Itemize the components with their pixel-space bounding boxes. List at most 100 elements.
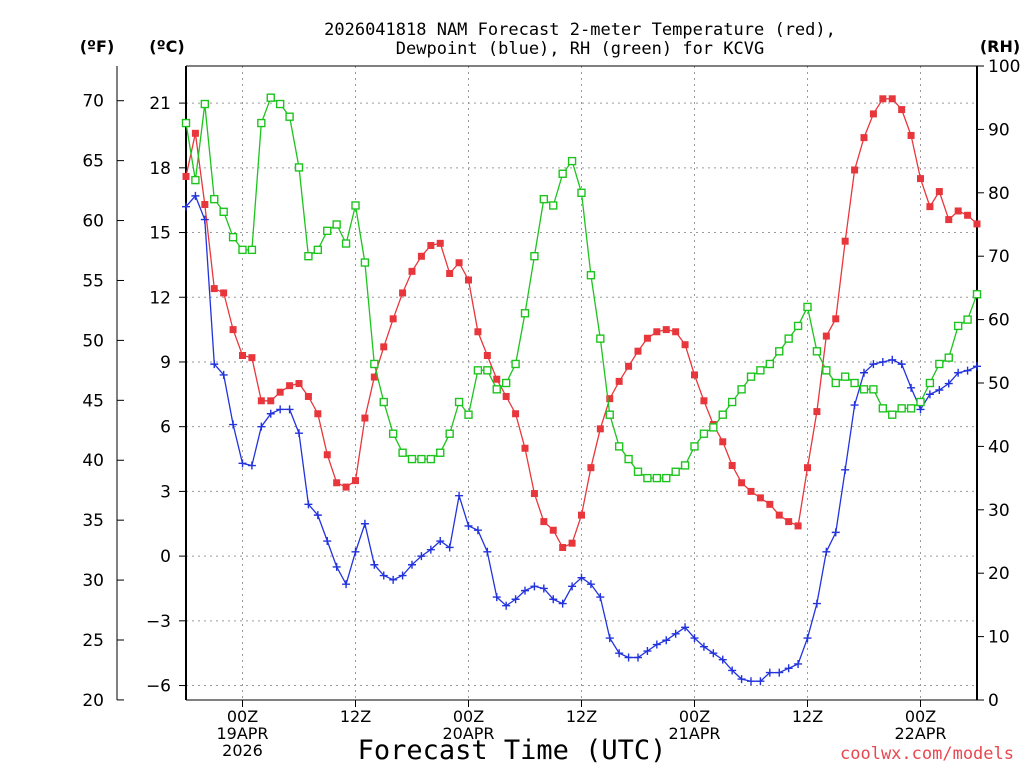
chart-title-line-1: 2026041818 NAM Forecast 2-meter Temperat… xyxy=(324,20,836,40)
rh-tick-label: 100 xyxy=(988,57,1020,77)
temperature-point xyxy=(653,328,661,336)
rh-point xyxy=(577,188,586,198)
rh-point xyxy=(680,461,690,470)
dewpoint-point xyxy=(483,547,492,556)
temperature-point xyxy=(615,377,623,385)
temperature-point xyxy=(304,392,312,400)
dewpoint-point xyxy=(718,655,727,664)
rh-point xyxy=(436,448,445,457)
dewpoint-point xyxy=(276,405,285,414)
dewpoint-point xyxy=(257,422,266,431)
rh-point xyxy=(596,334,605,343)
rh-point xyxy=(323,226,332,236)
x-tick-label: 00Z xyxy=(453,707,484,726)
dewpoint-point xyxy=(897,360,906,369)
dewpoint-point xyxy=(756,677,765,686)
rh-point xyxy=(906,404,916,413)
temperature-point xyxy=(860,134,868,142)
dewpoint-point xyxy=(219,370,228,379)
rh-point xyxy=(530,251,539,261)
celsius-tick-label: 6 xyxy=(160,418,171,438)
fahrenheit-tick-label: 55 xyxy=(82,271,104,291)
dewpoint-point xyxy=(690,634,699,643)
temperature-point xyxy=(493,375,501,383)
temperature-point xyxy=(436,239,444,247)
fahrenheit-tick-label: 25 xyxy=(82,631,104,651)
rh-point xyxy=(492,385,501,394)
dewpoint-point xyxy=(671,629,680,638)
rh-point xyxy=(963,315,972,324)
rh-point xyxy=(407,454,417,464)
dewpoint-point xyxy=(389,575,398,584)
rh-point xyxy=(379,397,388,407)
dewpoint-point xyxy=(944,379,953,388)
axes xyxy=(116,65,978,701)
celsius-tick-label: −6 xyxy=(146,677,171,697)
dewpoint-point xyxy=(426,545,435,554)
rh-point xyxy=(445,429,454,438)
x-axis-label: Forecast Time (UTC) xyxy=(358,735,667,766)
temperature-point xyxy=(361,414,369,422)
rh-point xyxy=(775,347,784,356)
rh-tick-label: 60 xyxy=(988,311,1010,331)
temperature-point xyxy=(455,259,463,267)
temperature-point xyxy=(352,477,359,485)
dewpoint-point xyxy=(596,593,605,602)
rh-point xyxy=(699,429,709,438)
temperature-point xyxy=(662,326,670,334)
chart-title-line-2: Dewpoint (blue), RH (green) for KCVG xyxy=(396,39,764,59)
rh-point xyxy=(756,366,765,375)
dewpoint-point xyxy=(455,491,464,500)
dewpoint-point xyxy=(539,584,548,593)
dewpoint-point xyxy=(784,664,793,673)
fahrenheit-tick-label: 35 xyxy=(82,511,104,531)
x-tick-label: 00Z xyxy=(227,707,258,726)
rh-point xyxy=(520,309,530,318)
dewpoint-point xyxy=(342,580,351,589)
rh-point xyxy=(888,410,897,419)
rh-point xyxy=(727,397,737,407)
dewpoint-point xyxy=(869,360,878,369)
temperature-point xyxy=(700,397,708,405)
temperature-point xyxy=(342,483,350,491)
x-tick-label: 00Z xyxy=(679,707,710,726)
dewpoint-point xyxy=(295,429,303,438)
dewpoint-point xyxy=(709,649,718,658)
celsius-tick-label: 21 xyxy=(149,94,171,114)
rh-tick-label: 0 xyxy=(988,691,999,711)
temperature-point xyxy=(502,392,510,400)
temperature-point xyxy=(417,252,425,260)
rh-point xyxy=(200,99,210,109)
x-tick-label: 2026 xyxy=(222,741,263,760)
temperature-point xyxy=(738,479,746,487)
rh-point xyxy=(671,467,680,476)
temperature-point xyxy=(530,490,538,498)
dewpoint-point xyxy=(605,634,614,643)
dewpoint-point xyxy=(643,647,652,656)
dewpoint-point xyxy=(492,593,501,602)
rh-point xyxy=(633,467,643,476)
dewpoint-point xyxy=(935,386,944,395)
rh-point xyxy=(944,353,953,362)
rh-point xyxy=(746,372,756,381)
rh-axis-label: (RH) xyxy=(980,37,1020,56)
rh-point xyxy=(426,454,436,464)
rh-point xyxy=(567,156,577,166)
x-tick-label: 19APR xyxy=(216,724,268,743)
dewpoint-point xyxy=(775,668,784,677)
rh-point xyxy=(614,442,624,451)
dewpoint-point xyxy=(549,595,558,604)
credit-link[interactable]: coolwx.com/models xyxy=(840,744,1014,764)
dewpoint-point xyxy=(379,571,388,580)
dewpoint-point xyxy=(963,366,972,375)
rh-point xyxy=(605,410,614,419)
dewpoint-point xyxy=(728,666,737,675)
dewpoint-point xyxy=(191,191,200,200)
rh-point xyxy=(765,359,775,369)
temperature-point xyxy=(483,351,491,359)
rh-tick-label: 90 xyxy=(988,120,1010,140)
rh-point xyxy=(793,321,803,331)
temperature-point xyxy=(917,175,924,183)
dewpoint-point xyxy=(266,409,275,418)
temperature-point xyxy=(191,129,199,137)
